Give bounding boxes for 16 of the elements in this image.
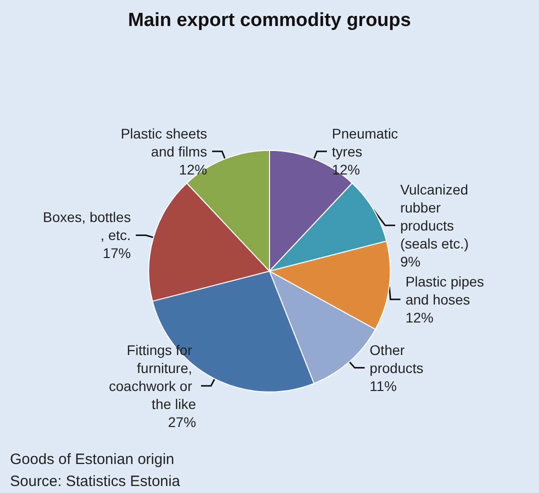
data-label: 12% <box>332 161 360 178</box>
data-label: 12% <box>179 161 208 178</box>
data-label: 11% <box>370 378 397 394</box>
slice-label: Plastic pipes and hoses <box>405 273 488 308</box>
slice-label: Vulcanized rubber products (seals etc.) <box>400 181 472 252</box>
data-label: 17% <box>102 245 131 262</box>
slice-label: Pneumatic tyres <box>332 125 402 160</box>
data-label: 9% <box>400 253 420 270</box>
data-label: 27% <box>168 414 196 430</box>
data-label: 12% <box>405 309 434 326</box>
slice-label: Other products <box>370 342 424 376</box>
text: Goods of Estonian origin <box>10 451 174 468</box>
slice-label: Boxes, bottles, etc. <box>42 209 131 244</box>
chart-title: Main export commodity groups <box>128 10 411 31</box>
slice-label: Plastic sheets and films <box>120 125 208 160</box>
source-note: Source: Statistics Estonia <box>10 473 181 490</box>
